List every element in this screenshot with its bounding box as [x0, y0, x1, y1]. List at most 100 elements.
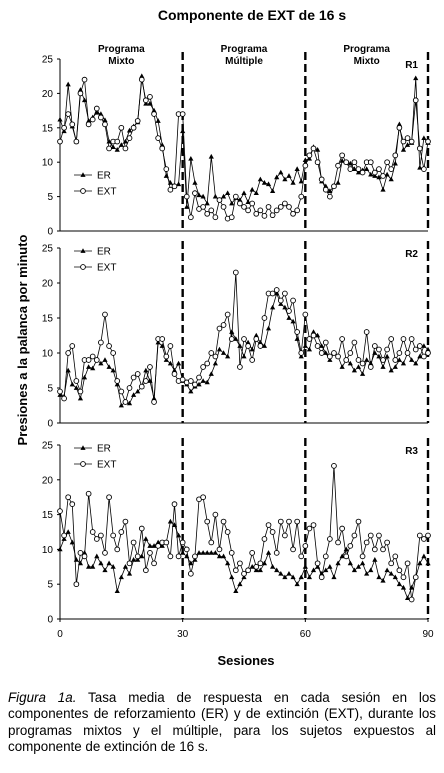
- data-point-EXT: [282, 532, 288, 539]
- data-point-EXT: [175, 553, 182, 560]
- data-point-ER: [143, 536, 149, 541]
- data-point-EXT: [134, 553, 141, 560]
- y-tick-label: 5: [47, 384, 53, 395]
- data-point-EXT: [314, 159, 321, 166]
- data-point-ER: [274, 174, 280, 180]
- data-point-EXT: [347, 543, 354, 549]
- data-point-ER: [220, 553, 227, 559]
- data-point-EXT: [192, 553, 198, 560]
- data-point-ER: [225, 353, 231, 359]
- data-point-EXT: [425, 350, 431, 356]
- data-point-ER: [86, 564, 92, 569]
- data-point-EXT: [371, 546, 378, 553]
- data-point-ER: [131, 557, 137, 562]
- data-point-ER: [388, 367, 394, 373]
- data-point-EXT: [359, 169, 366, 176]
- data-point-EXT: [147, 550, 153, 556]
- data-point-EXT: [376, 166, 382, 172]
- data-point-EXT: [147, 93, 153, 100]
- data-point-EXT: [187, 378, 194, 384]
- phase-label: Mixto: [354, 56, 380, 67]
- data-point-ER: [421, 553, 427, 559]
- data-point-EXT: [421, 353, 427, 360]
- data-point-ER: [175, 360, 182, 366]
- data-point-EXT: [310, 332, 317, 339]
- data-point-EXT: [425, 138, 431, 145]
- data-point-EXT: [241, 570, 247, 577]
- x-tick-label: 0: [57, 629, 63, 640]
- data-point-ER: [196, 381, 202, 387]
- data-point-EXT: [192, 190, 198, 197]
- data-point-ER: [302, 343, 308, 348]
- y-axis-label: Presiones a la palanca por minuto: [15, 234, 30, 445]
- data-point-ER: [151, 543, 157, 548]
- data-point-EXT: [89, 116, 96, 123]
- data-point-ER: [323, 567, 329, 573]
- data-point-ER: [306, 346, 313, 352]
- data-point-EXT: [331, 350, 337, 356]
- data-point-ER: [355, 564, 362, 569]
- data-point-ER: [139, 73, 145, 79]
- data-point-EXT: [388, 336, 395, 342]
- data-point-EXT: [122, 518, 129, 525]
- data-point-ER: [126, 127, 133, 133]
- data-point-ER: [290, 180, 296, 185]
- data-point-EXT: [265, 522, 272, 528]
- data-point-EXT: [200, 364, 206, 370]
- data-point-EXT: [314, 343, 321, 349]
- data-point-ER: [110, 144, 116, 149]
- series-line-ER: [59, 292, 429, 407]
- data-point-ER: [241, 353, 247, 359]
- data-point-EXT: [396, 124, 403, 131]
- data-point-EXT: [228, 550, 235, 556]
- data-point-ER: [200, 193, 206, 199]
- data-point-EXT: [404, 560, 411, 567]
- data-point-ER: [106, 364, 112, 369]
- data-point-EXT: [376, 346, 382, 353]
- data-point-ER: [155, 118, 161, 123]
- data-point-ER: [253, 190, 259, 196]
- data-point-EXT: [404, 350, 411, 356]
- data-point-EXT: [384, 346, 390, 353]
- phase-label: Mixto: [108, 56, 134, 67]
- data-point-ER: [184, 204, 190, 209]
- data-point-ER: [425, 346, 431, 352]
- data-point-EXT: [204, 210, 211, 217]
- data-point-EXT: [220, 204, 227, 210]
- data-point-ER: [98, 560, 104, 566]
- data-point-EXT: [134, 118, 141, 124]
- data-point-ER: [143, 100, 149, 106]
- data-point-ER: [151, 107, 157, 113]
- data-point-ER: [359, 560, 366, 566]
- data-point-ER: [196, 550, 202, 555]
- data-point-EXT: [114, 546, 121, 553]
- data-point-EXT: [261, 536, 268, 542]
- data-point-EXT: [392, 553, 399, 560]
- series-EXT: [57, 76, 431, 222]
- data-point-EXT: [155, 135, 161, 141]
- data-point-EXT: [347, 166, 354, 172]
- data-point-ER: [355, 364, 362, 369]
- data-point-ER: [380, 577, 386, 583]
- data-point-EXT: [118, 124, 125, 131]
- legend: ER EXT: [74, 171, 116, 198]
- data-point-EXT: [216, 546, 223, 553]
- data-point-ER: [147, 543, 153, 548]
- data-point-ER: [413, 75, 419, 81]
- y-tick-label: 20: [42, 475, 54, 486]
- data-point-EXT: [290, 546, 296, 553]
- series-EXT: [57, 269, 431, 405]
- data-point-EXT: [412, 97, 419, 104]
- data-point-EXT: [335, 353, 341, 360]
- data-point-ER: [372, 557, 378, 562]
- data-point-EXT: [114, 138, 121, 145]
- data-point-ER: [278, 570, 284, 576]
- caption-text: Tasa media de respuesta en cada sesión e…: [8, 690, 436, 755]
- data-point-EXT: [73, 378, 80, 384]
- data-point-ER: [253, 332, 259, 338]
- data-point-EXT: [237, 364, 243, 370]
- data-point-ER: [196, 192, 202, 198]
- data-point-EXT: [400, 138, 407, 145]
- data-point-EXT: [253, 210, 260, 217]
- data-point-EXT: [102, 121, 108, 128]
